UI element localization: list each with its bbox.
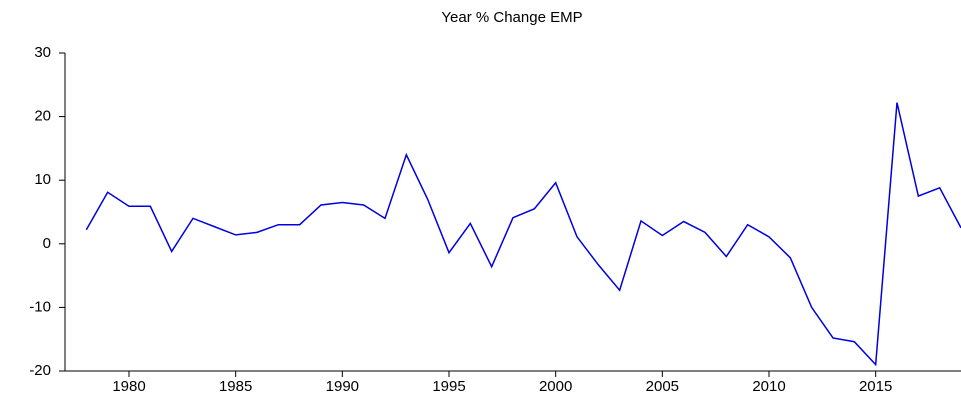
chart-title: Year % Change EMP bbox=[441, 9, 582, 26]
x-tick-label: 2005 bbox=[646, 378, 679, 395]
y-tick-label: 20 bbox=[34, 108, 51, 125]
x-tick-label: 1980 bbox=[112, 378, 145, 395]
x-tick-label: 2010 bbox=[752, 378, 785, 395]
y-tick-label: 0 bbox=[43, 235, 51, 252]
x-tick-label: 1990 bbox=[326, 378, 359, 395]
x-tick-label: 1985 bbox=[219, 378, 252, 395]
x-tick-label: 2015 bbox=[859, 378, 892, 395]
y-tick-label: -20 bbox=[29, 362, 51, 379]
x-tick-label: 1995 bbox=[432, 378, 465, 395]
y-tick-label: 30 bbox=[34, 44, 51, 61]
x-tick-label: 2000 bbox=[539, 378, 572, 395]
y-tick-label: -10 bbox=[29, 298, 51, 315]
y-tick-label: 10 bbox=[34, 171, 51, 188]
series-line bbox=[85, 102, 961, 367]
